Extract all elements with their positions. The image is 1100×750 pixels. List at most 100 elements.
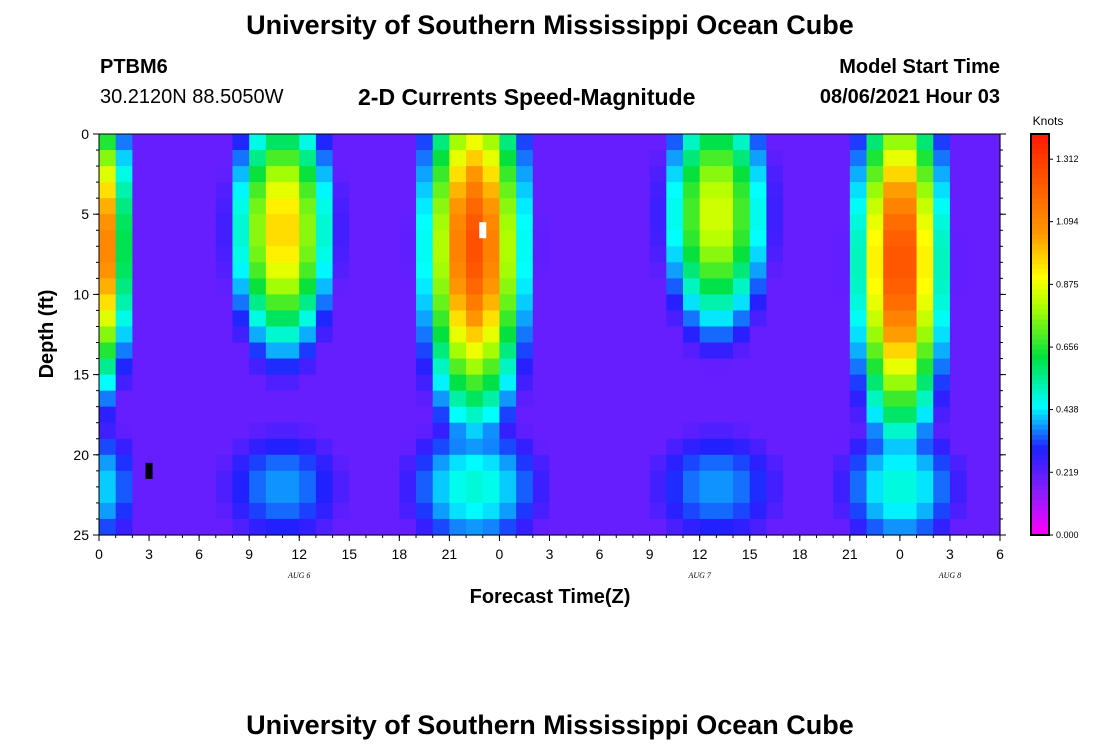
heatmap-cell bbox=[699, 358, 717, 376]
heatmap-cell bbox=[649, 198, 667, 215]
heatmap-cell bbox=[482, 390, 501, 408]
heatmap-cell bbox=[699, 246, 717, 263]
heatmap-cell bbox=[783, 470, 801, 488]
heatmap-cell bbox=[199, 150, 217, 167]
heatmap-cell bbox=[416, 134, 434, 151]
heatmap-cell bbox=[132, 518, 150, 536]
colorbar: 0.000 0.219 0.438 0.656 0.875 1.094 1.312 bbox=[1030, 133, 1079, 540]
heatmap-cell bbox=[966, 246, 984, 263]
heatmap-cell bbox=[416, 262, 434, 279]
heatmap-cell bbox=[315, 166, 334, 183]
heatmap-cell bbox=[866, 454, 884, 472]
heatmap-cell bbox=[115, 262, 133, 279]
heatmap-cell bbox=[382, 278, 400, 295]
heatmap-cell bbox=[549, 454, 567, 472]
heatmap-cell bbox=[499, 214, 517, 231]
heatmap-cell bbox=[432, 454, 450, 472]
heatmap-cell bbox=[649, 310, 667, 328]
heatmap-cell bbox=[215, 198, 234, 215]
heatmap-cell bbox=[949, 278, 968, 295]
heatmap-cell bbox=[282, 246, 300, 263]
heatmap-cell bbox=[532, 134, 551, 151]
heatmap-cell bbox=[232, 374, 250, 392]
heatmap-cell bbox=[299, 406, 317, 424]
heatmap-cell bbox=[349, 422, 367, 440]
heatmap-cell bbox=[916, 246, 934, 263]
heatmap-cell bbox=[299, 358, 317, 376]
heatmap-cell bbox=[232, 486, 250, 504]
heatmap-cell bbox=[933, 470, 951, 488]
heatmap-cell bbox=[165, 150, 184, 167]
heatmap-cell bbox=[182, 214, 200, 231]
heatmap-cell bbox=[616, 230, 634, 247]
x-tick-label: 0 bbox=[496, 546, 504, 562]
heatmap-cell bbox=[399, 438, 417, 456]
heatmap-cell bbox=[682, 182, 701, 199]
heatmap-cell bbox=[549, 262, 567, 279]
heatmap-cell bbox=[799, 422, 818, 440]
heatmap-cell bbox=[382, 438, 400, 456]
colorbar-step bbox=[1031, 414, 1049, 421]
heatmap-cell bbox=[849, 374, 868, 392]
heatmap-cell bbox=[466, 502, 484, 520]
heatmap-cell bbox=[949, 166, 968, 183]
heatmap-cell bbox=[349, 198, 367, 215]
heatmap-cell bbox=[165, 390, 184, 408]
heatmap-cell bbox=[733, 470, 751, 488]
heatmap-cell bbox=[566, 390, 584, 408]
heatmap-cell bbox=[632, 454, 651, 472]
heatmap-cell bbox=[833, 502, 851, 520]
heatmap-cell bbox=[282, 326, 300, 344]
heatmap-cell bbox=[115, 198, 133, 215]
heatmap-cell bbox=[149, 150, 167, 167]
heatmap-cell bbox=[299, 422, 317, 440]
heatmap-cell bbox=[449, 438, 467, 456]
heatmap-cell bbox=[115, 294, 133, 312]
heatmap-cell bbox=[499, 182, 517, 199]
heatmap-cell bbox=[599, 390, 617, 408]
heatmap-cell bbox=[299, 134, 317, 151]
heatmap-cell bbox=[883, 230, 901, 247]
heatmap-cell bbox=[399, 422, 417, 440]
heatmap-cell bbox=[899, 166, 918, 183]
heatmap-cell bbox=[799, 294, 818, 312]
heatmap-cell bbox=[299, 454, 317, 472]
heatmap-cell bbox=[232, 198, 250, 215]
heatmap-cell bbox=[849, 166, 868, 183]
heatmap-cell bbox=[933, 358, 951, 376]
heatmap-cell bbox=[566, 502, 584, 520]
heatmap-cell bbox=[549, 278, 567, 295]
heatmap-cell bbox=[799, 182, 818, 199]
heatmap-cell bbox=[249, 358, 267, 376]
heatmap-cell bbox=[299, 278, 317, 295]
heatmap-cell bbox=[132, 454, 150, 472]
heatmap-cell bbox=[933, 246, 951, 263]
heatmap-cell bbox=[99, 502, 117, 520]
heatmap-cell bbox=[315, 246, 334, 263]
colorbar-tick-label: 0.000 bbox=[1056, 530, 1079, 540]
heatmap-cell bbox=[482, 294, 501, 312]
heatmap-cell bbox=[199, 134, 217, 151]
heatmap-cell bbox=[115, 230, 133, 247]
heatmap-cell bbox=[949, 246, 968, 263]
heatmap-cell bbox=[482, 182, 501, 199]
heatmap-cell bbox=[966, 230, 984, 247]
heatmap-cell bbox=[682, 406, 701, 424]
heatmap-cell bbox=[115, 246, 133, 263]
heatmap-cell bbox=[799, 326, 818, 344]
heatmap-cell bbox=[599, 502, 617, 520]
heatmap-cell bbox=[632, 278, 651, 295]
heatmap-cell bbox=[532, 358, 551, 376]
heatmap-cell bbox=[566, 246, 584, 263]
heatmap-cell bbox=[866, 150, 884, 167]
heatmap-cell bbox=[399, 358, 417, 376]
heatmap-cell bbox=[866, 438, 884, 456]
heatmap-cell bbox=[382, 502, 400, 520]
heatmap-cell bbox=[499, 310, 517, 328]
heatmap-cell bbox=[115, 134, 133, 151]
heatmap-cell bbox=[933, 342, 951, 360]
heatmap-cell bbox=[816, 454, 834, 472]
heatmap-cell bbox=[132, 310, 150, 328]
heatmap-cell bbox=[399, 150, 417, 167]
heatmap-cell bbox=[365, 454, 384, 472]
